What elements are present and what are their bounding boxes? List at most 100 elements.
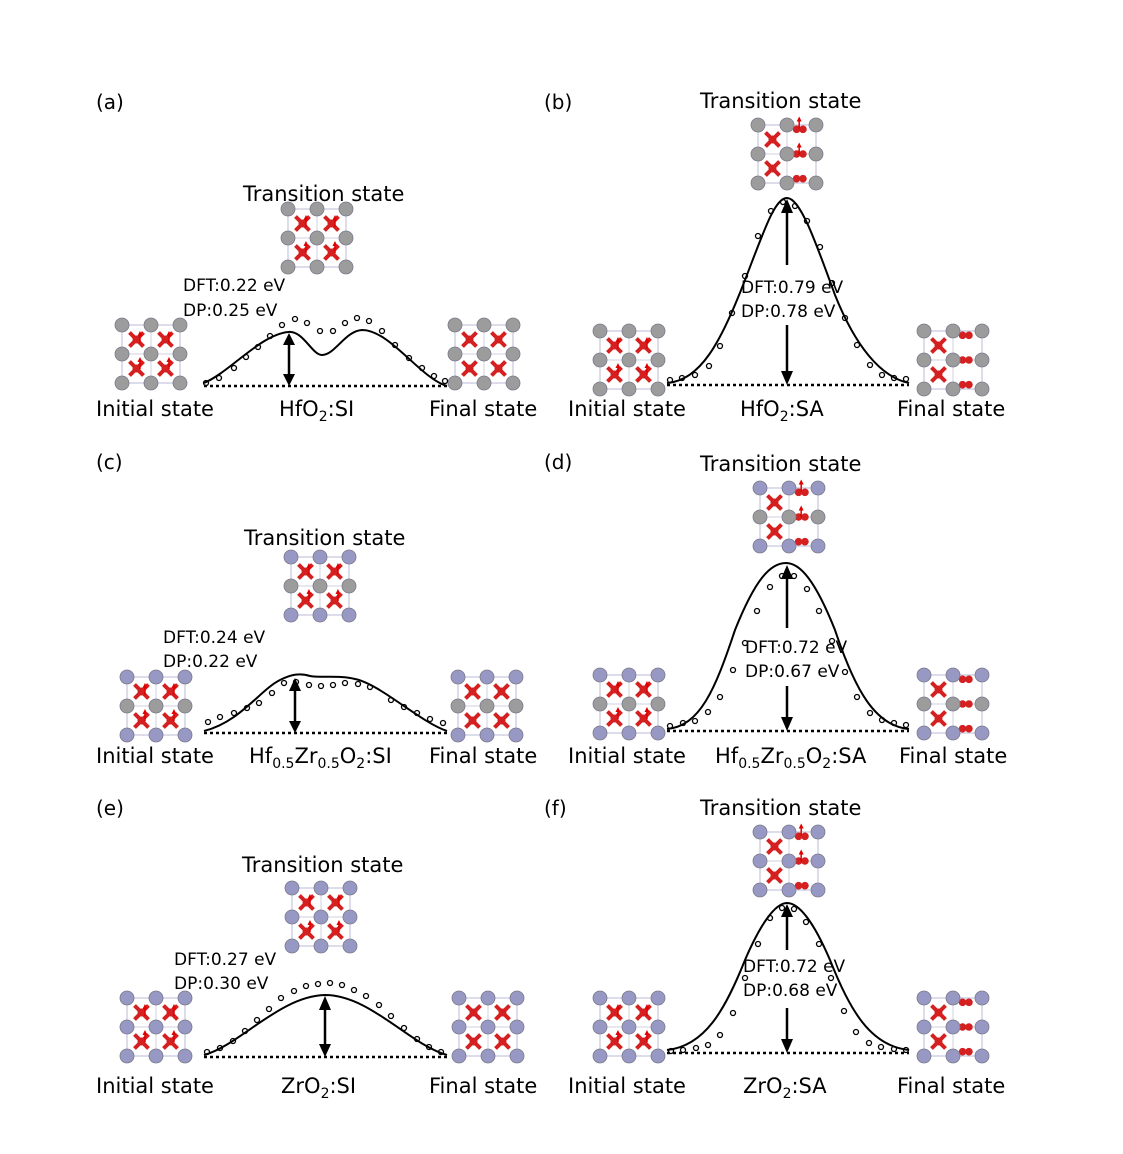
cation-atom bbox=[284, 909, 300, 925]
oxygen-atom bbox=[801, 857, 809, 865]
oxygen-atom bbox=[465, 364, 474, 373]
barrier-arrow-head-up bbox=[781, 904, 793, 917]
cation-atom bbox=[781, 853, 797, 869]
dp-point bbox=[326, 979, 334, 987]
cation-atom bbox=[283, 549, 299, 565]
cation-atom bbox=[810, 853, 826, 869]
oxygen-atom bbox=[639, 341, 648, 350]
oxygen-atom bbox=[301, 567, 310, 576]
cation-atom bbox=[148, 1048, 164, 1064]
cation-atom bbox=[283, 578, 299, 594]
dp-point bbox=[242, 353, 250, 361]
final-structure bbox=[451, 990, 525, 1064]
dp-point bbox=[753, 607, 761, 615]
oxygen-atom bbox=[327, 219, 336, 228]
dp-point bbox=[679, 719, 687, 727]
cation-atom bbox=[808, 146, 824, 162]
cation-atom bbox=[476, 375, 492, 391]
dp-point bbox=[329, 681, 337, 689]
dp-point bbox=[691, 717, 699, 725]
cation-atom bbox=[114, 346, 130, 362]
panel-label: (e) bbox=[96, 796, 124, 820]
dft-energy-curve bbox=[203, 673, 448, 732]
cation-atom bbox=[974, 1019, 990, 1035]
initial-structure bbox=[592, 667, 666, 741]
dp-energy-points bbox=[202, 314, 449, 387]
cation-atom bbox=[945, 667, 961, 683]
displacement-arrow-head bbox=[166, 357, 172, 363]
displacement-arrow-head bbox=[137, 330, 143, 336]
oxygen-atom bbox=[330, 567, 339, 576]
dp-point bbox=[691, 371, 699, 379]
cation-atom bbox=[476, 317, 492, 333]
cation-atom bbox=[650, 696, 666, 712]
displacement-arrow-head bbox=[644, 1003, 650, 1009]
cation-atom bbox=[177, 727, 193, 743]
cation-atom bbox=[650, 323, 666, 339]
oxygen-atom bbox=[161, 335, 170, 344]
dft-barrier-label: DFT:0.79 eV bbox=[741, 278, 844, 298]
cation-atom bbox=[148, 669, 164, 685]
cation-atom bbox=[309, 259, 325, 275]
dp-barrier-label: DP:0.22 eV bbox=[163, 652, 258, 672]
dp-point bbox=[202, 379, 210, 387]
cation-atom bbox=[143, 346, 159, 362]
panel-f: (f) Transition state bbox=[544, 796, 1005, 1102]
cation-atom bbox=[119, 990, 135, 1006]
cation-atom bbox=[974, 352, 990, 368]
cation-atom bbox=[148, 727, 164, 743]
dp-energy-points bbox=[203, 979, 445, 1056]
cation-atom bbox=[916, 323, 932, 339]
cation-atom bbox=[447, 346, 463, 362]
oxygen-atom bbox=[801, 881, 809, 890]
cation-atom bbox=[650, 667, 666, 683]
cation-atom bbox=[312, 549, 328, 565]
oxygen-atom bbox=[497, 716, 506, 725]
displacement-arrow-head bbox=[615, 680, 621, 686]
dp-point bbox=[741, 639, 749, 647]
oxygen-atom bbox=[801, 513, 809, 521]
cation-atom bbox=[119, 698, 135, 714]
cation-atom bbox=[450, 669, 466, 685]
cation-atom bbox=[509, 990, 525, 1006]
oxygen-atom bbox=[799, 150, 807, 158]
cation-atom bbox=[480, 990, 496, 1006]
final-structure bbox=[450, 669, 524, 743]
cation-atom bbox=[284, 938, 300, 954]
cation-atom bbox=[781, 538, 797, 554]
dp-point bbox=[704, 1041, 712, 1049]
cation-atom bbox=[752, 538, 768, 554]
dp-point bbox=[425, 1043, 433, 1051]
initial-state-label: Initial state bbox=[568, 744, 686, 768]
dp-point bbox=[827, 974, 835, 982]
cation-atom bbox=[172, 317, 188, 333]
dp-point bbox=[828, 279, 836, 287]
dp-point bbox=[853, 693, 861, 701]
dp-point bbox=[815, 607, 823, 615]
displacement-arrow-head bbox=[335, 589, 341, 595]
oxygen-atom bbox=[298, 248, 307, 257]
displacement-arrow-head bbox=[644, 707, 650, 713]
cation-atom bbox=[621, 1048, 637, 1064]
cation-atom bbox=[650, 1019, 666, 1035]
dp-point bbox=[255, 699, 263, 707]
displacement-arrow-head bbox=[306, 589, 312, 595]
displacement-arrow-head bbox=[171, 682, 177, 688]
cation-atom bbox=[480, 1048, 496, 1064]
cation-atom bbox=[810, 538, 826, 554]
cation-atom bbox=[280, 201, 296, 217]
dp-point bbox=[204, 718, 212, 726]
dp-point bbox=[254, 343, 262, 351]
oxygen-atom bbox=[610, 685, 619, 694]
oxygen-atom bbox=[468, 687, 477, 696]
dft-energy-curve bbox=[666, 901, 910, 1051]
oxygen-atom bbox=[302, 927, 311, 936]
cation-atom bbox=[810, 824, 826, 840]
cation-atom bbox=[752, 824, 768, 840]
oxygen-atom bbox=[331, 898, 340, 907]
cation-atom bbox=[119, 727, 135, 743]
oxygen-atom bbox=[639, 1037, 648, 1046]
dp-point bbox=[741, 272, 749, 280]
dp-point bbox=[437, 1048, 445, 1056]
oxygen-atom bbox=[792, 174, 801, 183]
